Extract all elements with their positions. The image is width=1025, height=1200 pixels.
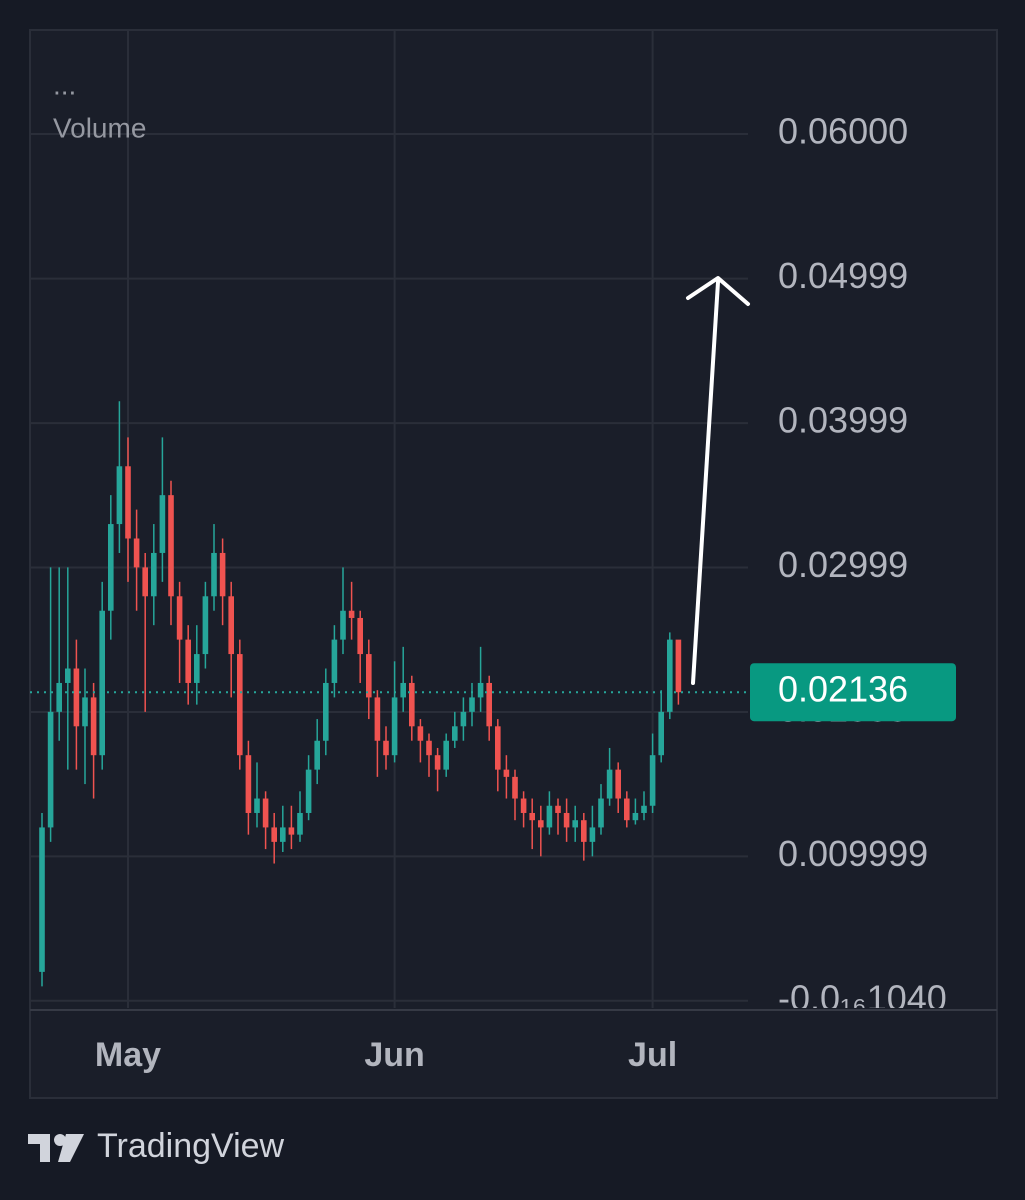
last-price-tag [750,663,956,722]
grid [30,30,748,1008]
candle-body [520,798,527,813]
candle-body [357,617,363,655]
x-tick-label: May [95,1036,161,1074]
candle-body [391,697,398,756]
candle-body [262,798,269,828]
candle-body [185,639,191,683]
x-tick-label: Jul [628,1036,677,1074]
candle-body [228,596,234,655]
candle-body [159,495,166,553]
y-tick-label: 0.02999 [778,544,908,585]
candle-body [538,820,544,828]
candle-body [116,466,123,525]
y-tick-label: 0.03999 [778,400,908,441]
candle-body [512,776,518,799]
candle-body [606,769,613,799]
candle-body [615,769,621,799]
candles [30,401,748,987]
candle-body [624,798,630,821]
candle-body [168,495,174,597]
candle-body [288,827,295,835]
candle-body [348,610,355,618]
candle-body [546,805,553,828]
candle-body [426,740,432,756]
y-tick-label: 0.06000 [778,111,908,152]
candle-body [632,812,639,821]
candle-body [477,682,484,698]
candle-body [108,524,114,611]
candle-body [667,639,673,712]
candle-body [82,697,88,727]
candle-body [314,740,320,770]
candle-body [211,552,217,597]
arrow-annotation [686,276,750,685]
candle-body [133,538,140,568]
candle-body [469,697,475,712]
candle-body [219,552,226,597]
candle-body [65,668,71,683]
candle-body [460,711,467,727]
candle-body [39,827,45,972]
brand-name: TradingView [97,1127,285,1165]
candle-body [202,596,209,655]
candle-body [486,682,492,727]
candle-body [581,820,587,842]
candle-body [90,697,97,756]
candle-body [254,798,260,813]
candle-body [151,552,157,597]
candle-body [73,668,80,727]
legend-header: ... [53,69,76,100]
candle-body [529,812,535,821]
candle-body [340,610,346,640]
time-axis: May Jun Jul [95,1036,677,1074]
candle-body [142,567,148,597]
study-label: Volume [53,112,146,143]
candle-body [589,827,596,842]
candle-body [323,682,329,741]
candle-body [305,769,312,813]
candle-body [452,726,458,741]
y-tick-label: -0.0₁₆1040 [778,977,947,1018]
candle-body [434,755,441,770]
candle-body [271,827,277,842]
candle-body [563,812,570,828]
candle-body [99,610,105,756]
brand-logo [28,1134,84,1162]
candle-body [555,805,561,813]
chart-panel [29,29,998,1099]
candle-body [572,820,578,828]
candle-body [400,682,406,698]
candle-body [417,726,424,741]
candle-body [237,654,243,756]
candle-body [47,711,54,828]
candle-body [409,682,415,727]
candle-body [641,805,647,813]
candle-body [297,812,303,835]
candle-body [331,639,338,683]
candle-body [675,639,682,693]
candle-body [374,697,381,741]
y-tick-label: 0.04999 [778,255,908,296]
x-tick-label: Jun [364,1036,424,1074]
candle-body [383,740,389,756]
candle-body [176,596,183,640]
candle-body [503,769,510,777]
candle-body [443,740,449,770]
candle-body [245,755,252,813]
candle-body [495,726,501,770]
y-tick-label: 0.009999 [778,833,928,874]
candle-body [56,682,62,712]
candle-body [125,466,131,539]
candle-body [598,798,604,828]
last-price-label: 0.02136 [778,669,908,710]
candle-body [649,755,656,806]
candle-body [280,827,286,842]
candle-body [366,654,372,698]
candle-body [658,711,664,756]
candle-body [194,654,200,683]
